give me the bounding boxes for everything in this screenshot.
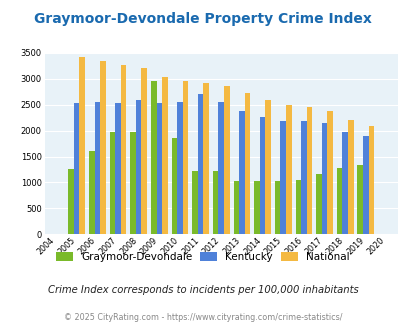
Bar [301,121,306,234]
Bar [218,102,224,234]
Bar [336,168,341,234]
Bar [280,121,285,234]
Bar [233,181,239,234]
Bar [239,111,244,234]
Bar [259,116,265,234]
Bar [341,132,347,234]
Bar [326,111,332,234]
Bar [315,174,321,234]
Bar [357,165,362,234]
Bar [285,105,291,234]
Bar [79,57,85,234]
Bar [74,103,79,234]
Bar [177,102,182,234]
Bar [321,123,326,234]
Bar [306,107,311,234]
Bar [141,68,147,234]
Bar [68,170,74,234]
Bar [254,182,259,234]
Bar [89,151,94,234]
Text: © 2025 CityRating.com - https://www.cityrating.com/crime-statistics/: © 2025 CityRating.com - https://www.city… [64,313,341,322]
Bar [115,103,120,234]
Bar [203,83,209,234]
Bar [100,61,105,234]
Bar [130,132,136,234]
Bar [162,77,167,234]
Bar [212,171,218,234]
Bar [136,100,141,234]
Bar [192,171,197,234]
Bar [94,102,100,234]
Bar [182,81,188,234]
Bar [368,126,373,234]
Bar [109,132,115,234]
Bar [244,93,249,234]
Bar [347,120,353,234]
Bar [171,138,177,234]
Bar [156,103,162,234]
Bar [120,65,126,234]
Bar [295,181,301,234]
Bar [362,136,368,234]
Bar [274,182,280,234]
Bar [151,81,156,234]
Legend: Graymoor-Devondale, Kentucky, National: Graymoor-Devondale, Kentucky, National [51,248,354,266]
Text: Graymoor-Devondale Property Crime Index: Graymoor-Devondale Property Crime Index [34,12,371,25]
Bar [265,100,270,234]
Bar [224,86,229,234]
Text: Crime Index corresponds to incidents per 100,000 inhabitants: Crime Index corresponds to incidents per… [47,285,358,295]
Bar [197,94,203,234]
